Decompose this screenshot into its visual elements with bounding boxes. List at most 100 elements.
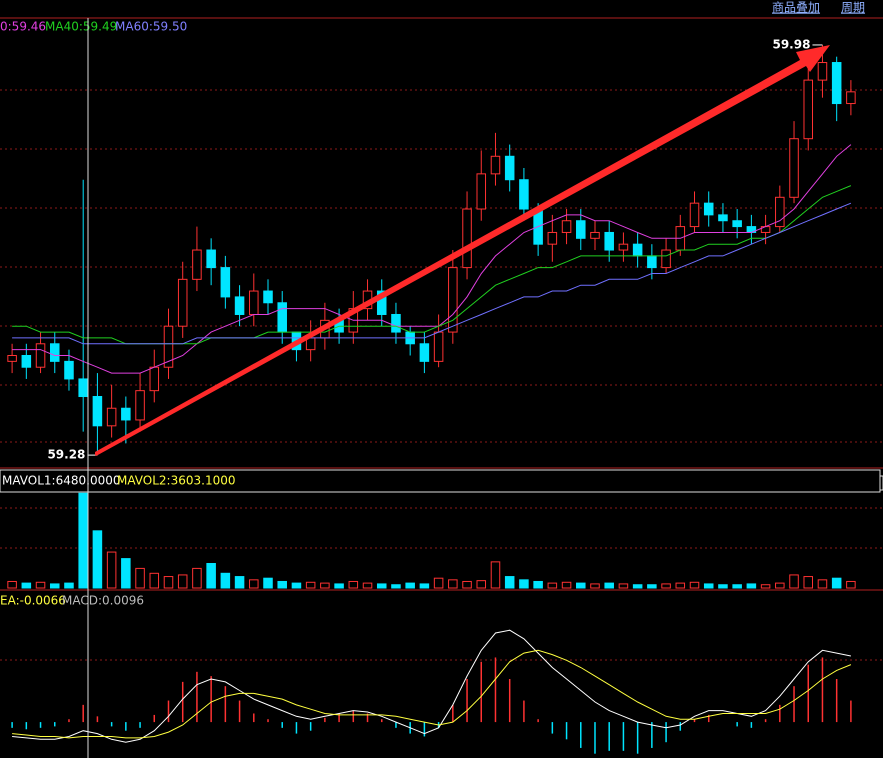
candle-body	[846, 91, 856, 105]
volume-bar	[618, 583, 629, 589]
volume-bar	[334, 583, 344, 589]
legend-ma: MA40:59.49	[45, 20, 117, 34]
candle-body	[7, 355, 17, 362]
trend-arrow	[95, 45, 830, 456]
volume-bar	[362, 582, 373, 589]
candle-body	[504, 155, 515, 181]
volume-bar	[760, 584, 771, 589]
candle-body	[433, 331, 444, 362]
volume-bar	[519, 579, 529, 589]
legend-macd: MACD:0.0096	[62, 594, 144, 608]
candle-body	[391, 313, 401, 333]
volume-bar	[604, 582, 614, 589]
volume-bar	[675, 582, 686, 589]
candle-body	[547, 231, 558, 245]
overlay-link[interactable]: 商品叠加	[772, 0, 820, 15]
volume-bar	[192, 567, 202, 589]
volume-bar	[775, 582, 785, 589]
candle-body	[519, 179, 529, 210]
volume-bar	[703, 583, 714, 589]
candle-body	[149, 366, 160, 392]
candle-body	[476, 173, 487, 210]
candle-body	[632, 243, 643, 257]
line	[12, 144, 852, 374]
volume-bar	[561, 581, 572, 589]
candle-body	[718, 214, 728, 222]
volume-bar	[746, 583, 757, 589]
volume-bar	[163, 576, 174, 589]
volume-bar	[92, 530, 103, 589]
volume-bar	[376, 583, 387, 589]
volume-bar	[149, 572, 160, 589]
candle-body	[35, 343, 46, 368]
line	[12, 629, 852, 743]
candle-body	[206, 249, 216, 269]
volume-bar	[590, 583, 600, 589]
volume-bar	[277, 580, 287, 589]
volume-bar	[789, 574, 799, 589]
info-bar-end	[879, 475, 883, 491]
volume-bar	[846, 580, 856, 589]
volume-bar	[647, 584, 657, 589]
volume-bar	[206, 563, 216, 589]
candle-body	[490, 155, 501, 175]
volume-bar	[121, 558, 131, 589]
candle-body	[220, 267, 231, 298]
plot: 59.98 59.28	[7, 37, 856, 754]
legend-vol: MAVOL1:6480.0000	[2, 474, 121, 488]
candle-body	[590, 231, 600, 239]
volume-bar	[249, 579, 259, 589]
volume-bar	[533, 580, 543, 589]
volume-bar	[106, 551, 117, 589]
volume-bar	[291, 582, 302, 589]
candle-body	[277, 302, 287, 333]
volume-bar	[576, 582, 586, 589]
grid	[0, 89, 883, 661]
volume-bar	[320, 582, 330, 589]
candle-body	[92, 396, 103, 427]
candle-body	[661, 249, 671, 269]
candle-body	[376, 290, 387, 315]
candle-body	[448, 267, 458, 333]
candle-body	[64, 360, 74, 380]
volume-bar	[305, 581, 316, 589]
candle-body	[234, 296, 245, 315]
volume-bar	[504, 576, 515, 589]
candle-body	[263, 290, 273, 304]
volume-bar	[7, 580, 17, 589]
volume-bar	[49, 583, 60, 589]
legend-macd: EA:-0.0066	[0, 594, 66, 608]
volume-bar	[448, 579, 458, 589]
volume-bar	[732, 584, 742, 589]
candle-body	[192, 249, 202, 280]
candle-body	[831, 62, 842, 105]
candle-body	[647, 255, 657, 269]
volume-bar	[64, 582, 74, 589]
volume-bar	[234, 576, 245, 589]
link-text[interactable]: 周期	[841, 1, 865, 15]
volume-bar	[803, 576, 814, 589]
legend-ma: 0:59.46	[0, 20, 46, 34]
candle-body	[689, 202, 700, 228]
candle-body	[177, 278, 188, 327]
annotation: 59.28	[47, 448, 85, 462]
candle-body	[604, 231, 614, 251]
candle-body	[135, 390, 145, 421]
volume-bar	[817, 579, 828, 589]
volume-bar	[547, 582, 558, 589]
volume-bar	[433, 577, 444, 589]
candle-body	[49, 343, 60, 362]
candle-body	[21, 355, 32, 368]
volume-bar	[263, 577, 273, 589]
period-link[interactable]: 周期	[841, 1, 865, 15]
volume-bar	[220, 572, 231, 589]
candle-body	[732, 220, 742, 228]
link-text[interactable]: 商品叠加	[772, 0, 820, 15]
volume-bar	[476, 580, 487, 589]
volume-bar	[462, 580, 472, 589]
legend-ma: MA60:59.50	[115, 20, 187, 34]
volume-bar	[419, 583, 430, 589]
candle-body	[561, 220, 572, 233]
candle-body	[121, 407, 131, 421]
legend-vol: MAVOL2:3603.1000	[117, 474, 236, 488]
